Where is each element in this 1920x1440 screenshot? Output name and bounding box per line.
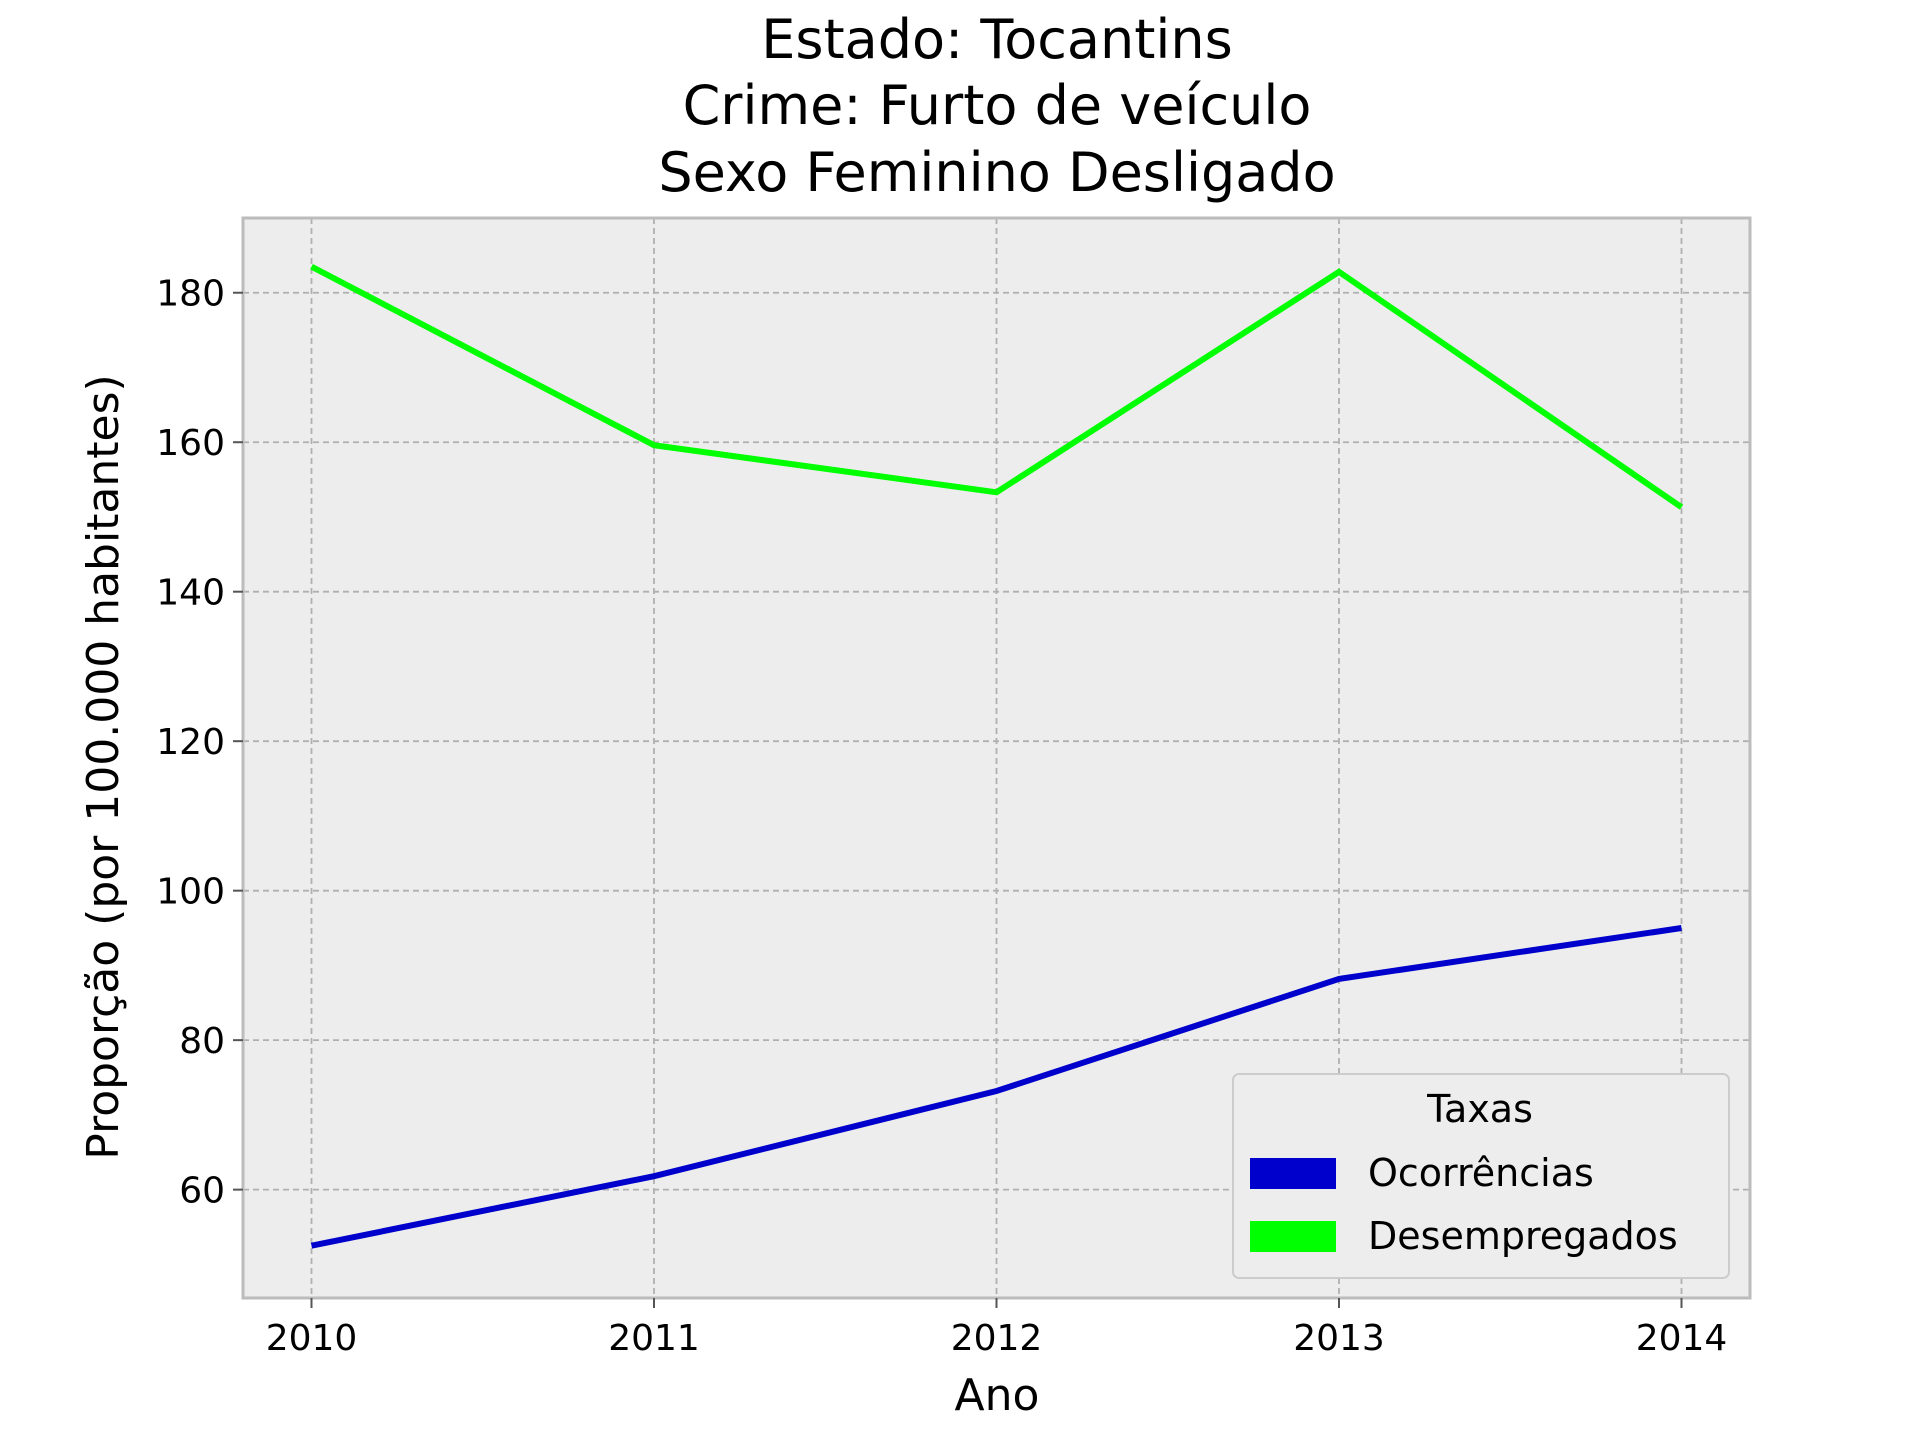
legend-title: Taxas [1426, 1087, 1533, 1131]
legend-label-ocorrencias: Ocorrências [1368, 1151, 1594, 1195]
x-tick-label-2014: 2014 [1636, 1318, 1728, 1359]
y-tick-label-160: 160 [156, 423, 225, 464]
y-tick-label-120: 120 [156, 722, 225, 763]
title-line-1: Estado: Tocantins [761, 8, 1233, 71]
gridlines [243, 218, 1750, 1298]
title-line-2: Crime: Furto de veículo [683, 74, 1312, 137]
x-tick-label-2011: 2011 [608, 1318, 700, 1359]
x-axis-ticks: 2010 2011 2012 2013 2014 [266, 1298, 1728, 1359]
y-axis-label: Proporção (por 100.000 habitantes) [78, 374, 129, 1159]
series-line-ocorrencias [310, 925, 1682, 1249]
legend-swatch-ocorrencias [1250, 1158, 1336, 1189]
legend-box [1232, 1073, 1730, 1279]
series-lines [310, 263, 1684, 1249]
x-tick-label-2013: 2013 [1293, 1318, 1385, 1359]
y-tick-label-180: 180 [156, 274, 225, 315]
x-tick-label-2010: 2010 [266, 1318, 358, 1359]
x-axis-label: Ano [955, 1370, 1040, 1421]
series-line-desempregados [310, 263, 1684, 510]
x-tick-label-2012: 2012 [951, 1318, 1043, 1359]
legend-swatch-desempregados [1250, 1221, 1336, 1252]
chart-title: Estado: Tocantins Crime: Furto de veícul… [658, 8, 1335, 204]
y-tick-label-80: 80 [179, 1021, 225, 1062]
y-tick-label-60: 60 [179, 1171, 225, 1212]
y-tick-label-140: 140 [156, 573, 225, 614]
y-tick-label-100: 100 [156, 872, 225, 913]
title-line-3: Sexo Feminino Desligado [658, 141, 1335, 204]
legend: Taxas Ocorrências Desempregados [1232, 1073, 1730, 1279]
y-axis-ticks: 60 80 100 120 140 160 180 [156, 274, 243, 1212]
legend-label-desempregados: Desempregados [1368, 1214, 1678, 1258]
